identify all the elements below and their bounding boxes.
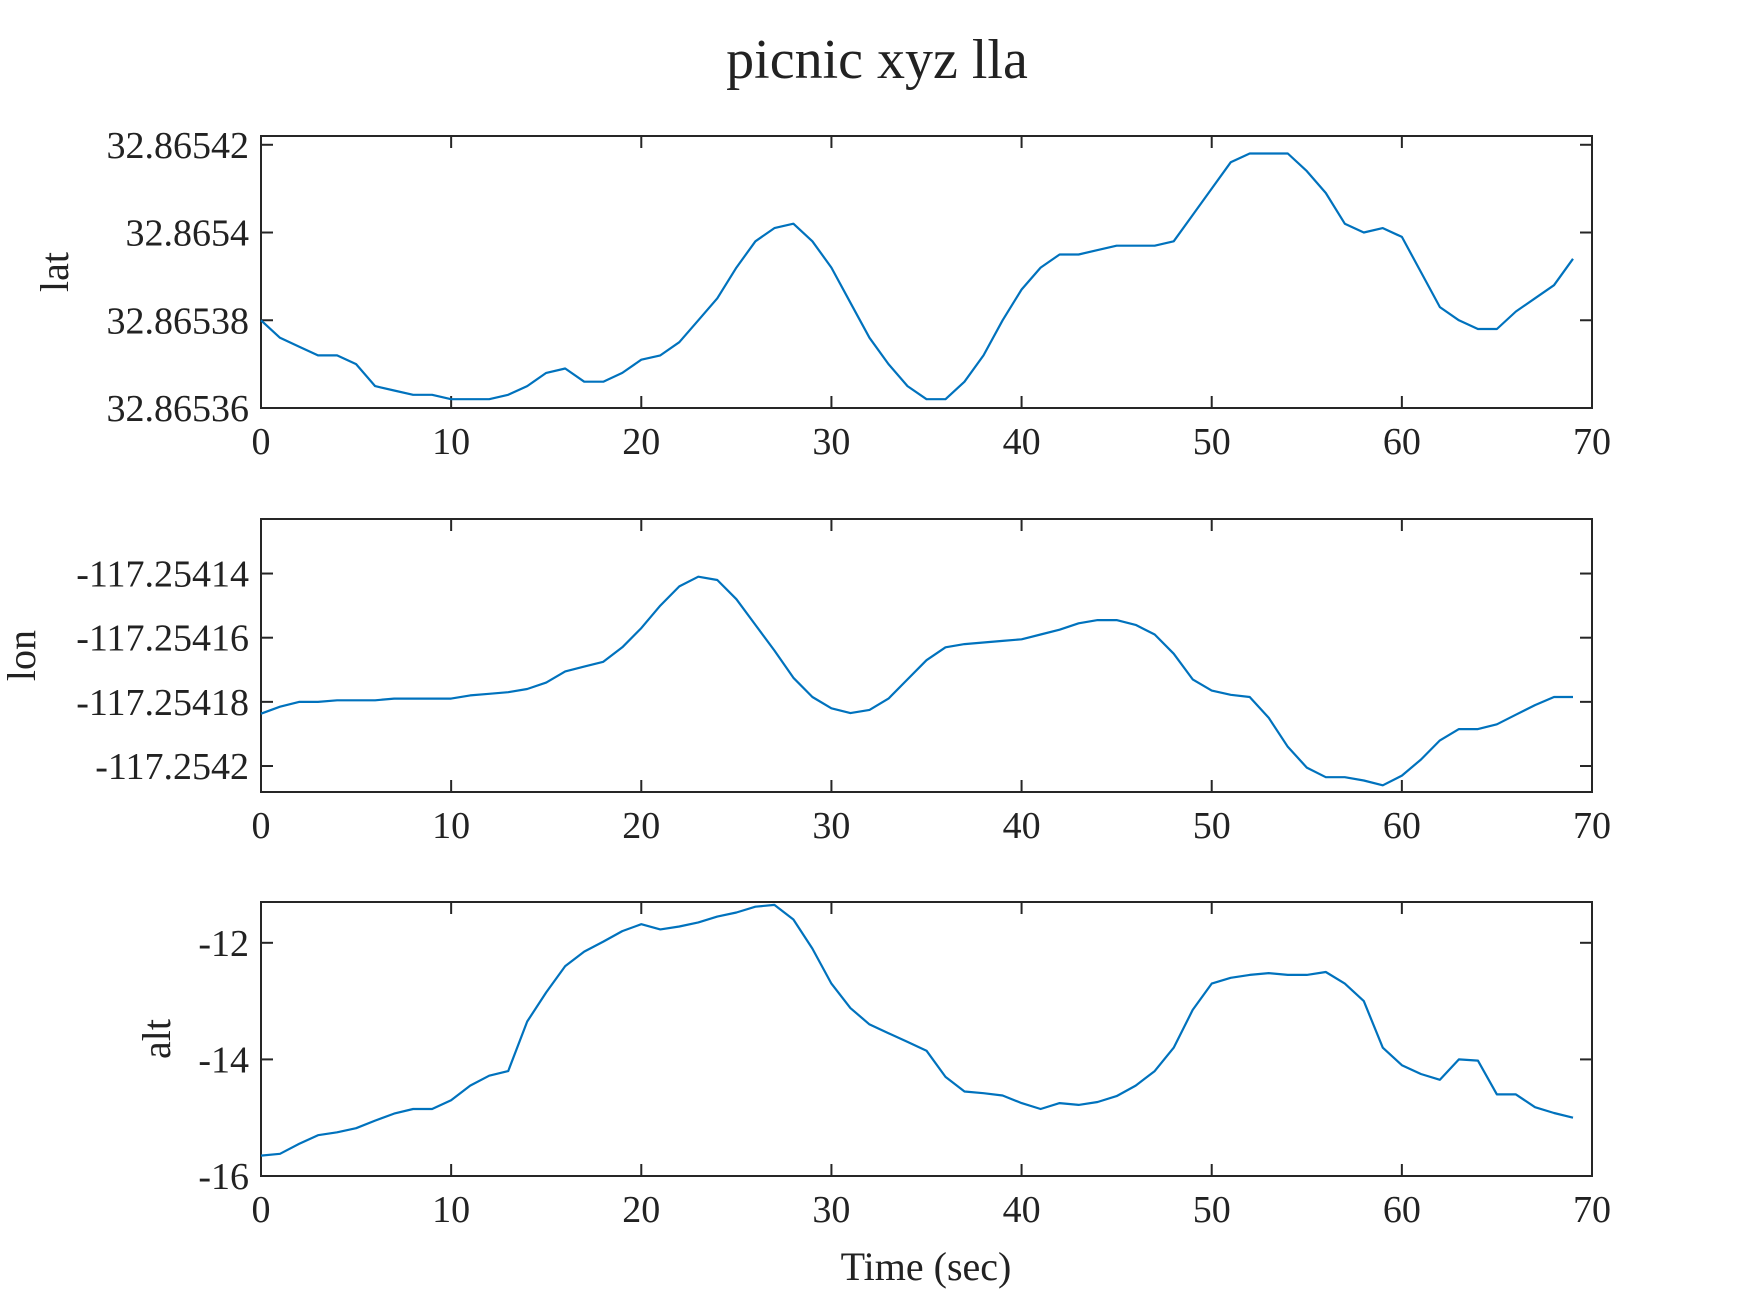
y-tick-label: -117.25414: [76, 554, 249, 596]
x-tick-label: 70: [1573, 1189, 1611, 1231]
x-tick-label: 20: [622, 421, 660, 463]
x-tick-label: 70: [1573, 805, 1611, 847]
x-tick-label: 10: [432, 1189, 470, 1231]
y-tick-label: 32.86538: [107, 300, 250, 342]
y-axis-label: lat: [32, 252, 77, 292]
y-tick-label: -117.25418: [76, 682, 249, 724]
x-tick-label: 0: [252, 421, 271, 463]
series-line-lat: [260, 152, 1574, 401]
x-tick-label: 50: [1193, 421, 1231, 463]
y-tick-label: -16: [198, 1156, 249, 1198]
y-tick-label: -12: [198, 923, 249, 965]
x-tick-label: 20: [622, 1189, 660, 1231]
x-tick-label: 60: [1383, 421, 1421, 463]
x-tick-label: 30: [812, 421, 850, 463]
y-axis-label: lon: [0, 630, 44, 681]
x-tick-label: 30: [812, 805, 850, 847]
x-tick-label: 70: [1573, 421, 1611, 463]
subplot-lat: 0 10 20 30 40 50 60 70 32.86536 32.86538 32.8654 32…: [32, 125, 1611, 463]
y-tick-label: 32.86542: [107, 125, 250, 167]
x-tick-label: 0: [252, 1189, 271, 1231]
subplot-alt: 0 10 20 30 40 50 60 70 -16 -14 -12 alt: [134, 901, 1611, 1231]
x-tick-label: 40: [1003, 421, 1041, 463]
x-axis-label: Time (sec): [841, 1244, 1012, 1289]
y-tick-label: 32.86536: [107, 388, 250, 430]
x-tick-label: 50: [1193, 1189, 1231, 1231]
y-tick-label: 32.8654: [126, 213, 250, 255]
x-tick-label: 40: [1003, 805, 1041, 847]
y-axis-label: alt: [134, 1019, 179, 1059]
plot-frame: [260, 135, 1593, 409]
plot-frame: [260, 901, 1593, 1177]
plot-frame: [260, 518, 1593, 793]
series-line-alt: [260, 903, 1574, 1157]
x-tick-label: 60: [1383, 805, 1421, 847]
x-tick-label: 30: [812, 1189, 850, 1231]
x-tick-label: 40: [1003, 1189, 1041, 1231]
x-tick-label: 60: [1383, 1189, 1421, 1231]
chart-title: picnic xyz lla: [726, 29, 1028, 91]
y-tick-label: -117.25416: [76, 618, 249, 660]
x-tick-label: 20: [622, 805, 660, 847]
series-line-lon: [260, 575, 1573, 787]
x-tick-label: 10: [432, 421, 470, 463]
x-tick-label: 10: [432, 805, 470, 847]
x-tick-label: 0: [252, 805, 271, 847]
y-tick-label: -14: [198, 1039, 249, 1081]
subplot-lon: 0 10 20 30 40 50 60 70 -117.2542 -117.25418 -117.2…: [0, 518, 1611, 847]
x-tick-label: 50: [1193, 805, 1231, 847]
y-tick-label: -117.2542: [95, 746, 249, 788]
